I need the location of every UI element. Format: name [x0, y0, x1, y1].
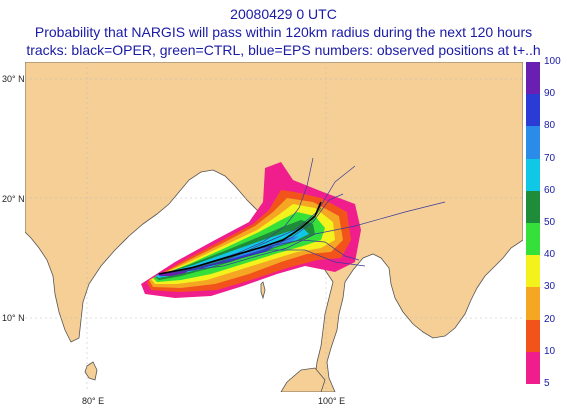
scale-band-90-100	[526, 62, 540, 95]
scale-label-30: 30	[544, 281, 556, 293]
scale-band-40-50	[526, 223, 540, 256]
scale-band-50-60	[526, 190, 540, 224]
probability-color-scale	[526, 62, 540, 385]
scale-label-5: 5	[544, 378, 550, 389]
chart-legend-text: tracks: black=OPER, green=CTRL, blue=EPS…	[26, 42, 541, 58]
scale-label-90: 90	[544, 88, 556, 100]
scale-band-60-70	[526, 158, 540, 192]
scale-label-50: 50	[544, 217, 556, 228]
scale-label-80: 80	[544, 120, 556, 132]
scale-band-70-80	[526, 126, 540, 160]
lon-label-100e: 100° E	[318, 396, 346, 406]
land-mainland	[25, 62, 523, 392]
forecast-tracks	[158, 157, 446, 275]
oper-track	[158, 201, 322, 275]
scale-label-10: 10	[544, 345, 556, 357]
lat-label-10n: 10° N	[2, 313, 25, 323]
scale-label-100: 100	[544, 56, 561, 67]
chart-description-title: Probability that NARGIS will pass within…	[34, 24, 533, 40]
scale-band-10-20	[526, 319, 540, 353]
lat-label-20n: 20° N	[2, 194, 25, 204]
scale-label-70: 70	[544, 152, 556, 164]
chart-date-title: 20080429 0 UTC	[230, 6, 337, 22]
scale-label-20: 20	[544, 313, 556, 325]
eps-track-1	[158, 165, 356, 275]
scale-label-40: 40	[544, 249, 556, 261]
scale-band-5-10	[526, 351, 540, 385]
probability-map	[25, 62, 523, 392]
eps-track-5	[158, 201, 446, 275]
land-sumatra	[280, 367, 326, 392]
land-sri-lanka	[84, 361, 98, 381]
eps-track-6	[158, 249, 366, 275]
land-andaman	[260, 281, 266, 300]
lon-label-80e: 80° E	[82, 396, 105, 406]
scale-label-60: 60	[544, 184, 556, 196]
scale-band-20-30	[526, 287, 540, 321]
land-areas	[25, 62, 523, 392]
scale-band-30-40	[526, 255, 540, 288]
scale-band-80-90	[526, 94, 540, 127]
lat-label-30n: 30° N	[2, 74, 25, 84]
